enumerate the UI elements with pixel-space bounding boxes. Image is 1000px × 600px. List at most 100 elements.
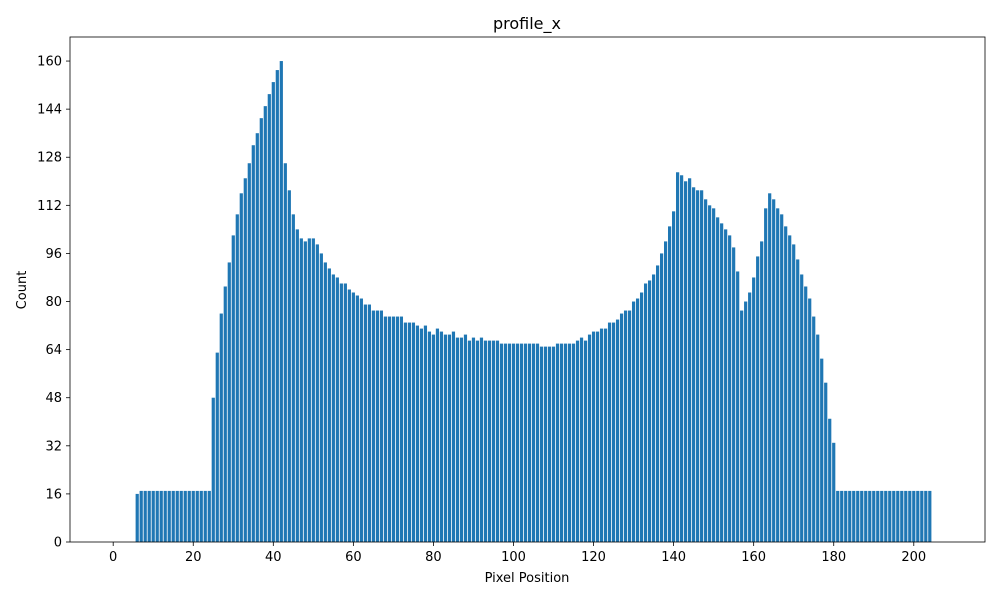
bar [651, 274, 656, 542]
bar [367, 304, 371, 542]
x-tick-label: 180 [821, 550, 846, 565]
bar [804, 286, 808, 542]
y-tick-label: 64 [45, 343, 62, 358]
bar [191, 490, 195, 542]
bar [860, 490, 864, 542]
bar [511, 343, 516, 542]
bar [916, 490, 920, 542]
bar [888, 490, 892, 542]
y-tick-label: 112 [37, 199, 62, 214]
bar [784, 226, 788, 542]
y-tick-label: 32 [45, 439, 62, 454]
bar [587, 334, 592, 542]
bar [183, 490, 187, 542]
bar [736, 271, 740, 542]
bar [331, 274, 335, 542]
bar [848, 490, 852, 542]
bar [147, 490, 151, 542]
bar [892, 490, 896, 542]
bar [908, 490, 912, 542]
bar [551, 346, 556, 542]
bar [792, 244, 796, 543]
bar [776, 208, 780, 542]
bar [780, 214, 784, 542]
bar [323, 262, 327, 542]
bar [379, 310, 383, 542]
bar [567, 343, 572, 542]
bar [431, 334, 436, 542]
bar [672, 211, 676, 542]
bar [828, 418, 832, 542]
plot-frame [69, 36, 986, 543]
bar [852, 490, 856, 542]
x-axis-label: Pixel Position [485, 571, 570, 586]
y-tick-label: 16 [45, 487, 62, 502]
bar [435, 328, 440, 542]
bar [427, 331, 432, 542]
bar [187, 490, 191, 542]
bar [655, 265, 660, 542]
bar [363, 304, 367, 542]
bar [748, 292, 752, 542]
bar [664, 241, 668, 542]
bar [175, 490, 179, 542]
bar [752, 277, 756, 542]
bar [171, 490, 175, 542]
bar [295, 229, 299, 542]
bar [732, 247, 736, 542]
bar [611, 322, 616, 542]
bar [631, 301, 636, 542]
bar [267, 94, 271, 542]
bar [283, 163, 287, 542]
bar [523, 343, 528, 542]
bar [467, 340, 472, 542]
bar [203, 490, 207, 542]
bar [483, 340, 488, 542]
bar [832, 442, 836, 542]
bar [475, 340, 480, 542]
bar [515, 343, 520, 542]
bar [495, 340, 500, 542]
bar [351, 292, 355, 542]
bar [619, 313, 624, 542]
bar [179, 490, 183, 542]
bar [716, 217, 720, 542]
bar [583, 340, 588, 542]
x-tick-label: 140 [661, 550, 686, 565]
bar [447, 334, 452, 542]
bar [712, 208, 716, 542]
bar [643, 283, 648, 542]
bar [487, 340, 492, 542]
bar [503, 343, 508, 542]
bar [744, 301, 748, 542]
bar [796, 259, 800, 542]
x-tick-label: 60 [345, 550, 362, 565]
y-axis-label: Count [15, 271, 30, 310]
bar [788, 235, 792, 542]
bar [519, 343, 524, 542]
bar [499, 343, 504, 542]
bar [419, 328, 424, 542]
bar [688, 178, 692, 542]
x-tick-label: 100 [501, 550, 526, 565]
bar [692, 187, 696, 543]
bar [547, 346, 552, 542]
x-tick-label: 200 [901, 550, 926, 565]
bar [824, 382, 828, 542]
bar [287, 190, 291, 542]
bar [904, 490, 908, 542]
y-tick-label: 80 [45, 295, 62, 310]
y-tick-label: 144 [37, 103, 62, 118]
bar [359, 298, 363, 542]
bar [684, 181, 688, 543]
bar [395, 316, 400, 542]
bar [159, 490, 163, 542]
bar [399, 316, 404, 542]
bar [920, 490, 924, 542]
bar [335, 277, 339, 542]
bar [343, 283, 347, 542]
bar [724, 229, 728, 542]
bar [816, 334, 820, 542]
bar [591, 331, 596, 542]
